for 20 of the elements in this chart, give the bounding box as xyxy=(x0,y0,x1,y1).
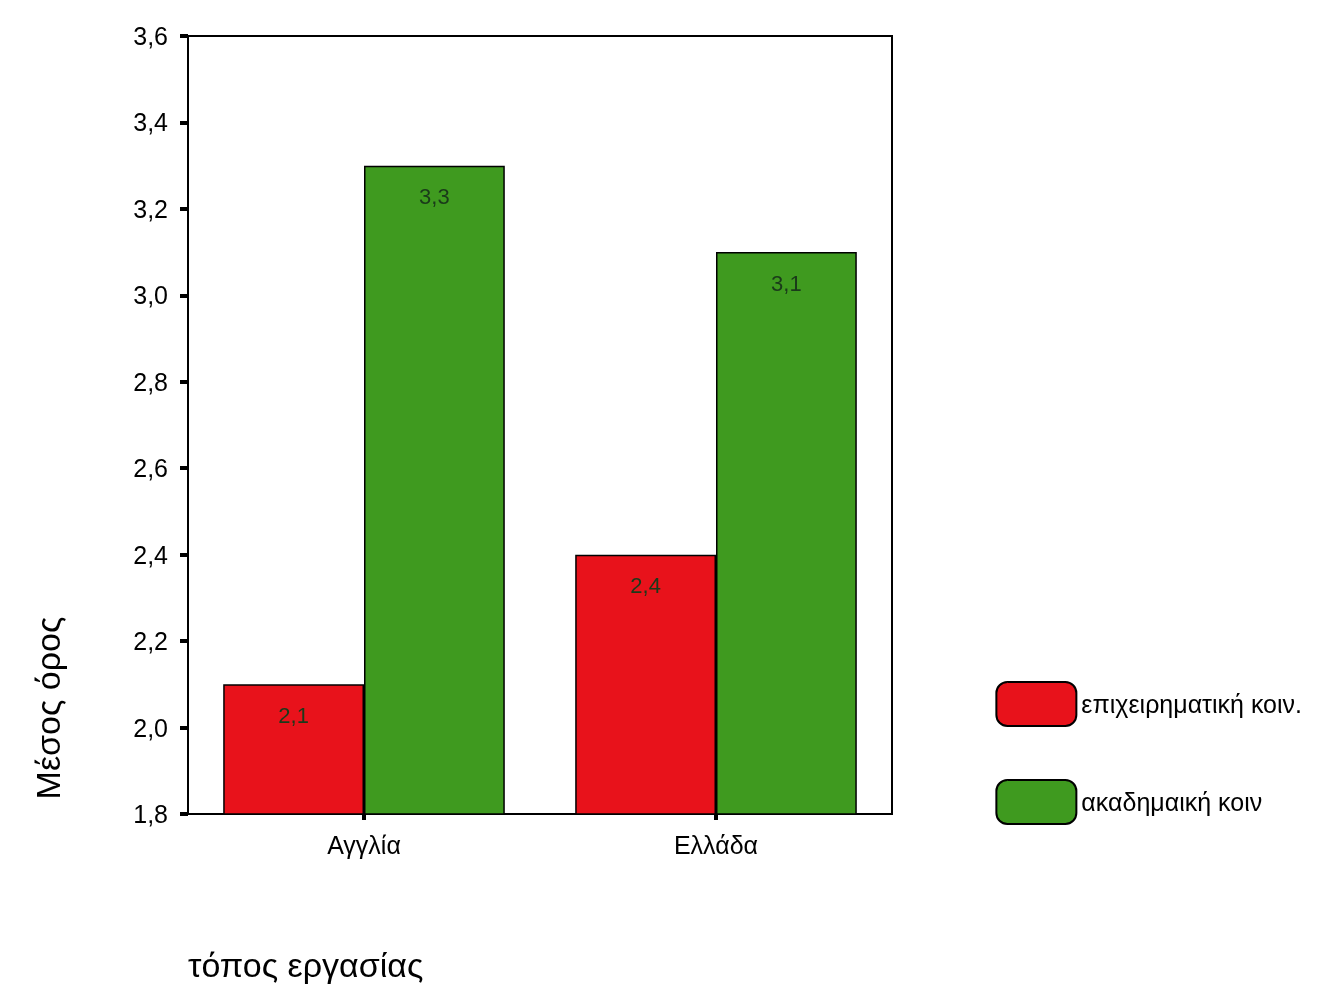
data-label: 3,1 xyxy=(771,270,802,296)
y-tick-label: 2,6 xyxy=(133,454,168,483)
y-tick-label: 2,2 xyxy=(133,627,168,656)
data-label: 3,3 xyxy=(419,184,450,210)
y-tick-label: 2,0 xyxy=(133,713,168,742)
y-tick-label: 2,4 xyxy=(133,540,169,569)
data-label: 2,1 xyxy=(278,702,309,728)
legend-label: ακαδημαική κοιν xyxy=(1081,788,1263,816)
y-tick-label: 3,4 xyxy=(133,108,169,137)
x-axis-title: τόπος εργασίας xyxy=(188,946,424,984)
legend-label: επιχειρηματική κοιν. xyxy=(1081,690,1303,718)
y-tick-label: 3,0 xyxy=(133,281,168,310)
y-tick-label: 2,8 xyxy=(133,367,168,396)
y-tick-label: 3,6 xyxy=(133,22,168,50)
x-tick-label: Αγγλία xyxy=(327,830,401,859)
y-tick-label: 3,2 xyxy=(133,194,168,223)
y-axis-title: Μέσος όρος xyxy=(29,616,67,800)
x-tick-label: Ελλάδα xyxy=(673,830,759,859)
y-tick-label: 1,8 xyxy=(133,800,168,828)
data-label: 2,4 xyxy=(630,573,661,599)
